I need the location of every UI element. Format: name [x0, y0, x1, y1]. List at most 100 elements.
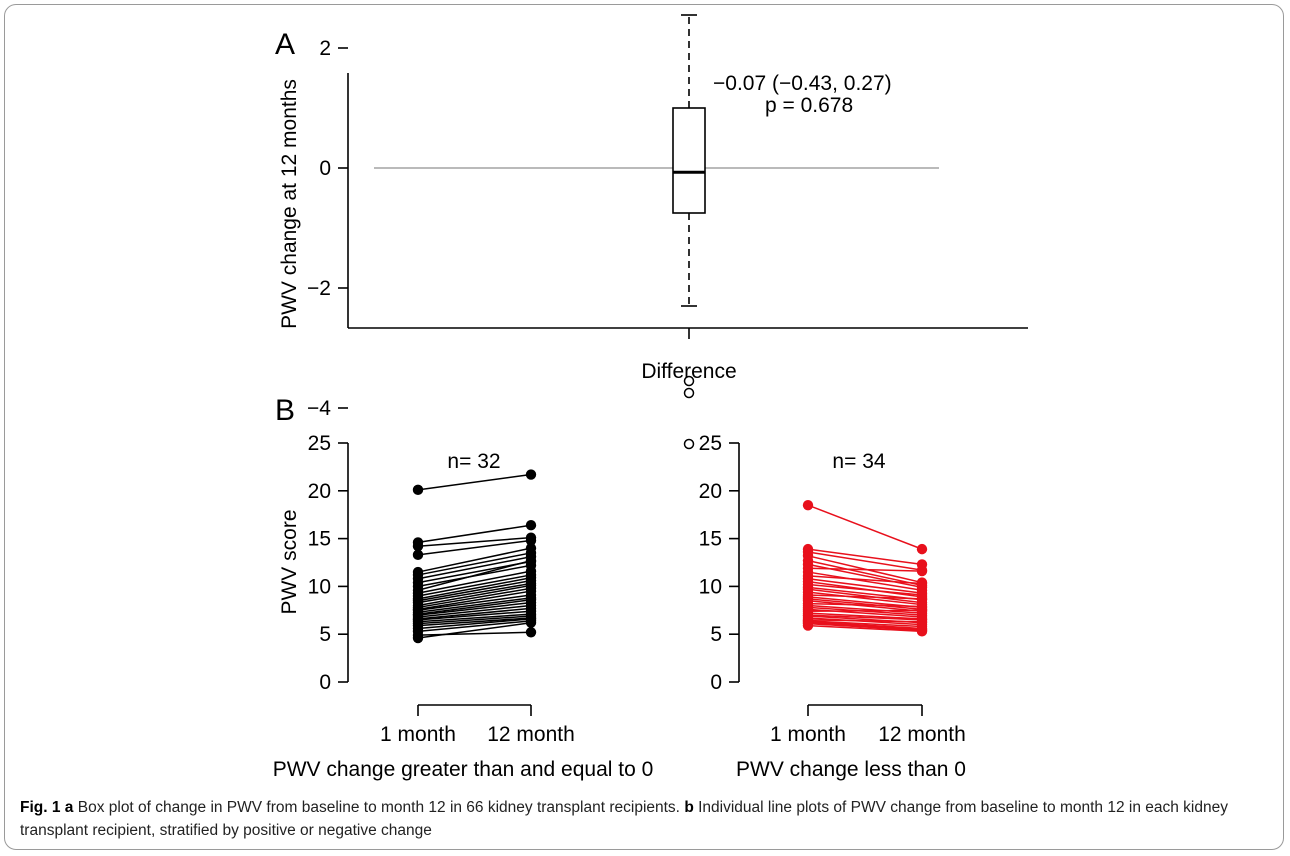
panel-b-left-subject-line [417, 615, 532, 625]
caption-a-marker: a [64, 799, 74, 816]
panel-b-left-subject-line [417, 618, 532, 630]
panel-b-left-subject-line [417, 556, 532, 580]
outlier-point [683, 375, 695, 387]
panel-b-right-y-tick-label: 20 [699, 480, 722, 503]
interquartile-box [672, 107, 706, 214]
panel-b-left-subject-line [417, 631, 532, 636]
panel-b-left-subject-line [417, 587, 532, 609]
caption-a-text: Box plot of change in PWV from baseline … [77, 799, 680, 816]
panel-b-right-point-12-month [916, 605, 928, 616]
panel-b-left-subject-line [417, 620, 532, 633]
panel-b-right-subject-line [807, 591, 923, 606]
panel-b-left-y-tick-label: 15 [308, 528, 331, 551]
panel-b-right-point-12-month [916, 578, 928, 589]
panel-b-right-point-12-month [916, 626, 928, 637]
panel-a-y-ticks: 2 0 −2 −4 [307, 37, 348, 420]
outlier-point [683, 387, 695, 399]
panel-b-right-y-tick-label: 10 [699, 575, 722, 598]
panel-b-left-subject-line [417, 597, 532, 613]
panel-b-left-point-1-month [412, 632, 424, 644]
caption-label: Fig. 1 [20, 799, 61, 816]
panel-b-left-subject-line [417, 552, 532, 576]
panel-b-left-subject-line [417, 579, 532, 602]
panel-a-outliers [683, 375, 695, 450]
panel-b-right-subject-line [807, 622, 923, 632]
caption-b-marker: b [684, 799, 694, 816]
panel-b-right-y-tick-label: 5 [710, 623, 722, 646]
panel-b-right-n-label: n= 34 [832, 450, 885, 473]
figure-caption: Fig. 1 a Box plot of change in PWV from … [20, 796, 1270, 842]
panel-b-right-subject-line [807, 614, 923, 621]
panel-b-left-subject-line [417, 577, 532, 600]
panel-b-right-y-tick-label: 25 [699, 432, 722, 455]
panel-b-right-line-plot: 0 5 10 15 20 25 1 month 12 month n= 34 PWV cha… [699, 432, 966, 781]
panel-b-left-subject-line [417, 539, 532, 556]
panel-b-left-subject-line [417, 574, 532, 597]
panel-b-right-point-1-month [802, 499, 814, 511]
panel-b-left-y-tick-label: 10 [308, 575, 331, 598]
panel-b-right-subject-line [807, 594, 923, 600]
panel-b-left-subject-lines [412, 469, 537, 644]
panel-b-left-subject-line [417, 473, 532, 491]
panel-b-right-subject-line [807, 621, 923, 630]
panel-b-right-subject-line [807, 504, 923, 550]
panel-a-letter: A [275, 28, 295, 61]
panel-b-right-y-ticks: 0 5 10 15 20 25 [699, 432, 739, 694]
panel-b-left-subject-line [417, 601, 532, 616]
panel-b-left-subject-line [417, 604, 532, 618]
panel-b-left-y-tick-label: 5 [319, 623, 331, 646]
panel-b-left-subject-line [417, 524, 532, 544]
panel-a-estimate-annotation: −0.07 (−0.43, 0.27) [713, 72, 892, 95]
panel-b-left-subject-line [417, 613, 532, 623]
panel-b-right-subject-line [807, 583, 923, 596]
panel-a-y-tick-label: −4 [307, 397, 331, 420]
panel-b-left-subject-line [417, 610, 532, 621]
panel-b-right-point-1-month [802, 620, 814, 631]
panel-b-right-subject-line [807, 578, 923, 594]
panel-b-left-point-1-month [412, 549, 424, 561]
figure-frame [4, 4, 1284, 850]
panel-b-right-subject-line [807, 619, 923, 623]
panel-b-left-subject-line [417, 594, 532, 612]
panel-b-right-subject-lines [802, 499, 928, 637]
panel-b-right-subject-line [807, 599, 923, 613]
panel-b-right-subject-line [807, 548, 923, 566]
panel-b-left-subject-line [417, 621, 532, 639]
panel-b-left-point-12-month [525, 520, 537, 531]
caption-b-text: Individual line plots of PWV change from… [20, 799, 1228, 839]
panel-b-right-subject-line [807, 575, 923, 585]
panel-b-left-subject-line [417, 547, 532, 573]
panel-b-left-x-tick-label: 1 month [380, 723, 456, 746]
panel-b-right-x-tick-label: 12 month [878, 723, 966, 746]
panel-b-right-subject-line [807, 559, 923, 587]
panel-a-y-tick-label: 0 [319, 157, 331, 180]
panel-b-left-subject-line [417, 617, 532, 627]
panel-b-left-subject-line [417, 590, 532, 611]
panel-b-left-point-12-month [525, 555, 537, 566]
panel-b-right-x-tick-label: 1 month [770, 723, 846, 746]
panel-b-left-point-12-month [525, 627, 537, 638]
panel-b-left-point-12-month [525, 617, 537, 628]
panel-b-left-subject-line [417, 584, 532, 607]
panel-b-right-y-tick-label: 15 [699, 528, 722, 551]
panel-b-left-subject-line [417, 607, 532, 620]
panel-b-left-n-label: n= 32 [447, 450, 500, 473]
panel-b-right-subject-line [807, 588, 923, 604]
panel-b-left-y-tick-label: 0 [319, 671, 331, 694]
panel-b-left-y-ticks: 0 5 10 15 20 25 [308, 432, 348, 694]
panel-b-right-subject-line [807, 551, 923, 571]
panel-b-left-point-1-month [412, 484, 424, 496]
panel-b-left-point-12-month [525, 469, 537, 480]
panel-b-right-subject-line [807, 571, 923, 591]
panel-a-box [672, 14, 706, 307]
panel-b-left-line-plot: 0 5 10 15 20 25 1 month 12 month n= 32 PWV cha… [273, 432, 654, 781]
panel-b-left-y-tick-label: 25 [308, 432, 331, 455]
panel-b-right-subject-line [807, 620, 923, 628]
panel-b-left-point-1-month [412, 541, 424, 552]
panel-b-right-subject-line [807, 609, 923, 613]
outlier-point [683, 438, 695, 450]
panel-b-right-point-12-month [916, 593, 928, 605]
panel-a-p-value-annotation: p = 0.678 [765, 94, 853, 117]
panel-a-y-tick-label: 2 [319, 37, 331, 60]
